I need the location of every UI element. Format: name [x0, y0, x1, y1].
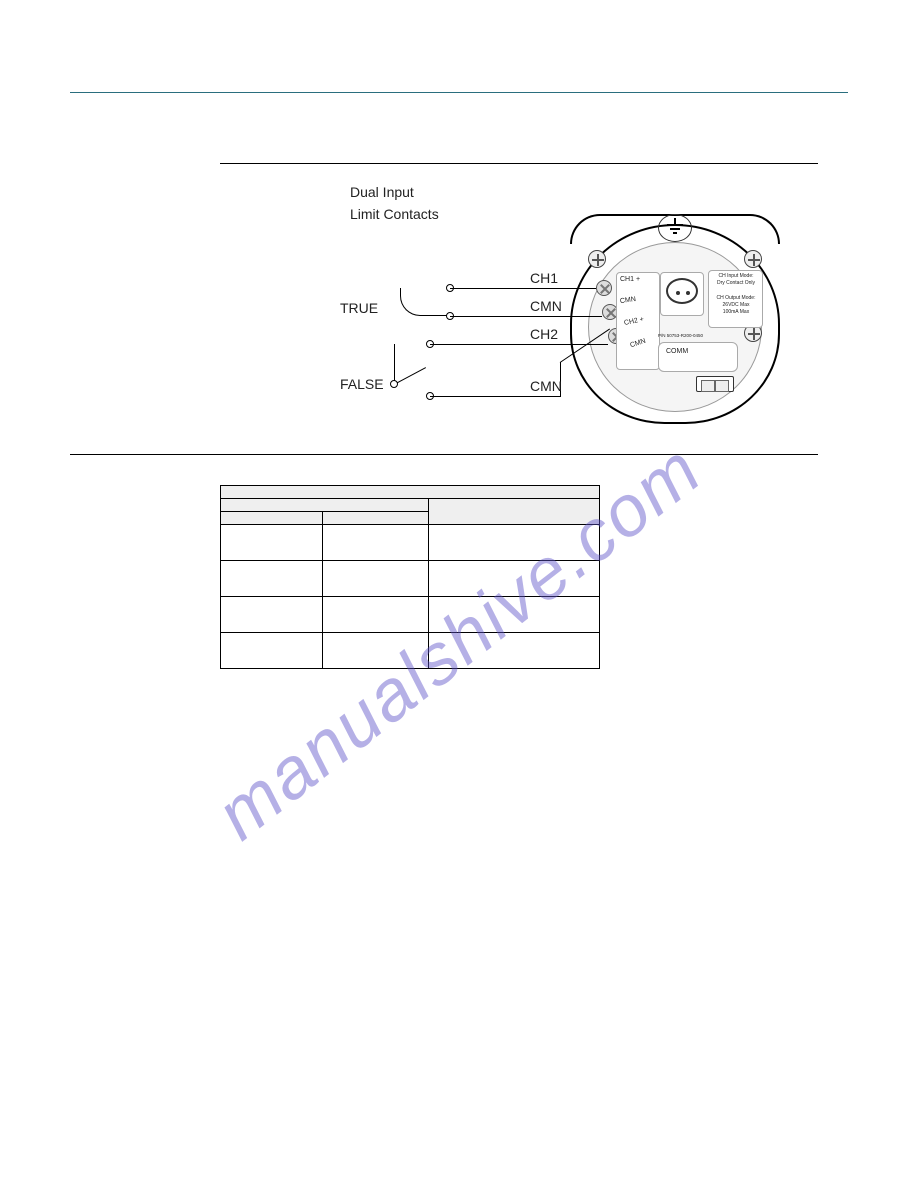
truth-table — [220, 485, 600, 669]
switch-false-arm — [394, 367, 426, 385]
table-row — [221, 633, 600, 669]
ch1-header — [221, 512, 323, 525]
ch1-label: CH1 — [530, 270, 558, 286]
cell-target — [429, 525, 600, 561]
table-row — [221, 561, 600, 597]
inputs-header — [221, 499, 429, 512]
switch-false-vert — [394, 344, 395, 384]
screw-icon — [588, 250, 606, 268]
cell-target — [429, 597, 600, 633]
wire-node — [390, 380, 398, 388]
cell-ch1 — [221, 597, 323, 633]
cell-ch2 — [323, 597, 429, 633]
table-row — [221, 525, 600, 561]
table-title-cell — [221, 486, 600, 499]
info1b-label: Dry Contact Only — [712, 281, 760, 287]
cell-ch1 — [221, 525, 323, 561]
wire-cmn1 — [450, 316, 602, 317]
pn-label: P/N 50753-R200-0450 — [658, 334, 703, 339]
cell-ch2 — [323, 525, 429, 561]
wire-ch2 — [430, 344, 608, 345]
comm-port-icon — [696, 376, 734, 392]
cell-target — [429, 633, 600, 669]
table-body — [221, 525, 600, 669]
wire-ch1 — [450, 288, 596, 289]
figure-title-line2: Limit Contacts — [350, 206, 439, 222]
cmn2-label: CMN — [530, 378, 562, 394]
page: Dual Input Limit Contacts CH1 + CMN CH2 … — [0, 0, 918, 719]
figure-top-rule — [220, 163, 818, 164]
switch-true — [400, 288, 450, 316]
true-label: TRUE — [340, 300, 378, 316]
cmn1-label: CMN — [530, 298, 562, 314]
info2b-label: 26VDC Max — [712, 303, 760, 309]
ground-ring — [658, 214, 692, 242]
cell-ch2 — [323, 561, 429, 597]
header-rule — [70, 92, 848, 93]
comm-label: COMM — [666, 348, 688, 355]
wire-cmn2a — [430, 396, 560, 397]
target-header — [429, 499, 600, 525]
connector-icon — [666, 278, 698, 304]
ch2-label: CH2 — [530, 326, 558, 342]
figure-bottom-rule — [70, 454, 818, 455]
terminal-ch1-label: CH1 + — [620, 276, 640, 283]
cell-ch2 — [323, 633, 429, 669]
info2c-label: 100mA Max — [712, 310, 760, 316]
cell-ch1 — [221, 633, 323, 669]
cell-target — [429, 561, 600, 597]
false-label: FALSE — [340, 376, 384, 392]
screw-icon — [744, 250, 762, 268]
wiring-figure: Dual Input Limit Contacts CH1 + CMN CH2 … — [220, 184, 800, 444]
terminal-ch1-icon — [596, 280, 612, 296]
info1-label: CH Input Mode: — [712, 274, 760, 280]
figure-title-line1: Dual Input — [350, 184, 414, 200]
table-row — [221, 597, 600, 633]
cell-ch1 — [221, 561, 323, 597]
ch2-header — [323, 512, 429, 525]
comm-box — [658, 342, 738, 372]
header-area — [70, 123, 848, 163]
info2-label: CH Output Mode: — [712, 296, 760, 302]
